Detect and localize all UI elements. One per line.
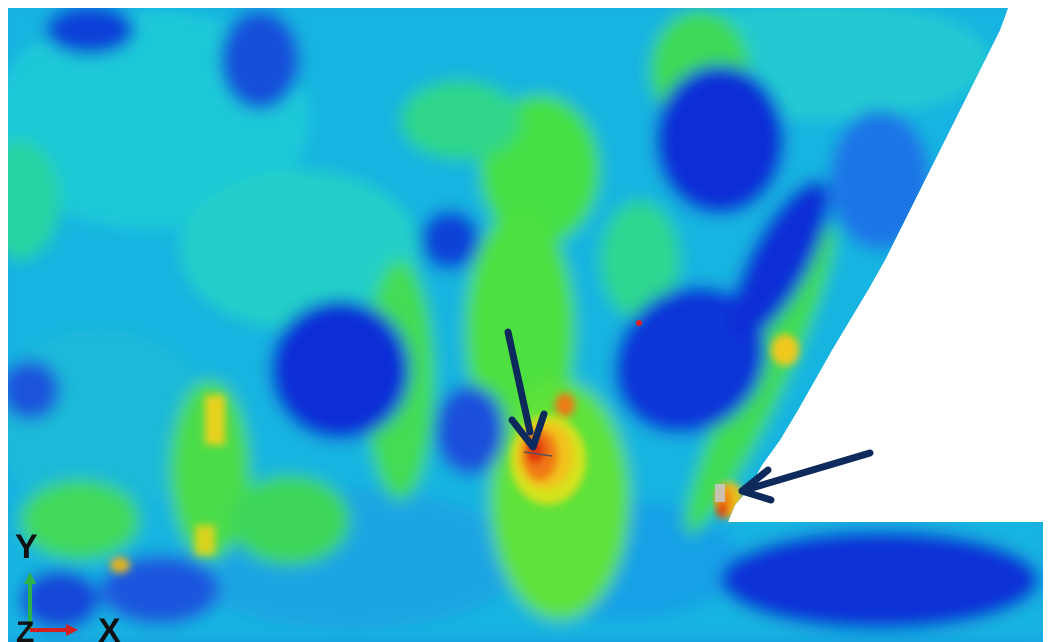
failed-element-notch — [715, 484, 725, 502]
coordinate-triad: Y Z X — [15, 528, 121, 642]
triad-z-label: Z — [16, 616, 34, 642]
triad-x-arrowhead — [66, 624, 78, 636]
red-marker-dot — [636, 320, 642, 326]
triad-y-arrowhead — [24, 572, 36, 584]
arrow-notch-crack — [738, 449, 874, 504]
triad-x-label: X — [98, 612, 121, 642]
arrow-upper-crack — [504, 328, 548, 451]
triad-y-label: Y — [15, 528, 38, 566]
crack-line-center — [523, 451, 553, 457]
